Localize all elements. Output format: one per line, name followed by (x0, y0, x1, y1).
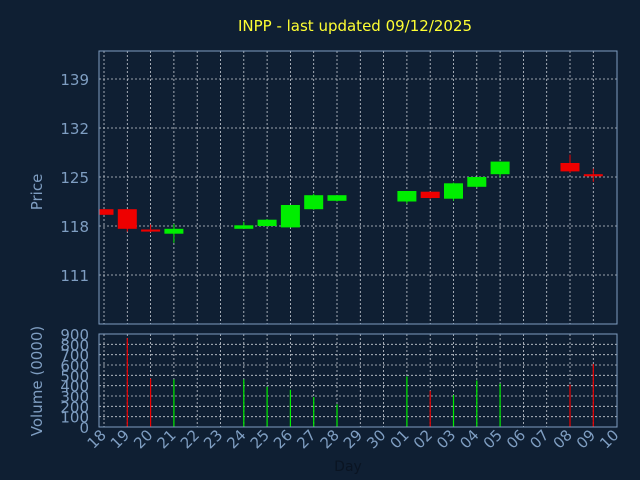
volume-tick-label: 500 (60, 367, 89, 385)
candle-body (141, 229, 161, 232)
candle-body (420, 191, 440, 198)
price-tick-label: 139 (60, 71, 89, 89)
candle-body (234, 225, 254, 229)
candle-body (304, 195, 324, 210)
price-axis-label: Price (28, 174, 46, 211)
volume-tick-label: 600 (60, 357, 89, 375)
candle-body (257, 219, 277, 226)
volume-plot-frame (98, 333, 618, 428)
candle-body (327, 195, 347, 201)
chart-title: INPP - last updated 09/12/2025 (238, 17, 472, 35)
candle-body (444, 183, 463, 199)
volume-tick-label: 200 (60, 398, 89, 416)
volume-tick-label: 400 (60, 378, 89, 396)
volume-tick-label: 0 (79, 419, 89, 437)
candle-body (467, 177, 487, 187)
x-tick-label: 10 (596, 426, 622, 452)
candle-body (280, 205, 300, 228)
price-plot-frame (98, 50, 618, 325)
price-tick-label: 118 (60, 218, 89, 236)
volume-tick-label: 700 (60, 347, 89, 365)
candle-body (490, 161, 510, 175)
volume-axis-label: Volume (0000) (28, 326, 46, 436)
candle-body (397, 191, 417, 202)
volume-tick-label: 300 (60, 388, 89, 406)
volume-tick-label: 900 (60, 326, 89, 344)
candle-body (99, 209, 114, 215)
candle-body (583, 174, 603, 177)
volume-tick-label: 800 (60, 336, 89, 354)
price-panel: 111 118 125 132 139 Price (28, 50, 618, 325)
candle-body (117, 209, 137, 229)
price-tick-label: 111 (60, 267, 89, 285)
volume-tick-label: 100 (60, 409, 89, 427)
price-tick-label: 125 (60, 169, 89, 187)
price-tick-label: 132 (60, 120, 89, 138)
candle-body (164, 228, 184, 234)
x-axis-label: Day (334, 459, 362, 475)
candle-body (560, 163, 580, 172)
